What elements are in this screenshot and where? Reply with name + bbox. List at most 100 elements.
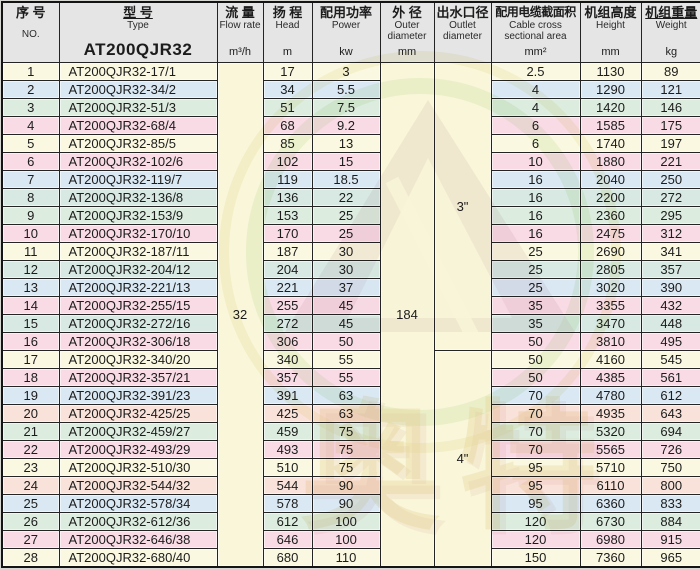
cell-height: 4160: [579, 350, 642, 369]
table-row: 21 AT200QJR32-459/27 459 75 70 5320 694: [1, 422, 700, 441]
col-header-type: 型 号 Type AT200QJR32: [58, 1, 218, 63]
cell-height: 1130: [579, 62, 642, 81]
cell-model: AT200QJR32-153/9: [58, 206, 218, 225]
cell-model: AT200QJR32-493/29: [58, 440, 218, 459]
cell-height: 3810: [579, 332, 642, 351]
cell-cable-area: 25: [490, 278, 581, 297]
cell-cable-area: 16: [490, 188, 581, 207]
cell-weight: 390: [640, 278, 700, 297]
col-header-outer-diameter: 外 径 Outer diameter mm: [379, 1, 435, 63]
cell-power: 100: [311, 512, 381, 531]
cell-no: 3: [1, 98, 60, 117]
cell-power: 30: [311, 260, 381, 279]
cell-power: 37: [311, 278, 381, 297]
cell-head: 680: [262, 548, 313, 568]
header-outer-en2: diameter: [387, 31, 427, 42]
table-row: 9 AT200QJR32-153/9 153 25 16 2360 295: [1, 206, 700, 225]
cell-height: 6360: [579, 494, 642, 513]
table-row: 12 AT200QJR32-204/12 204 30 25 2805 357: [1, 260, 700, 279]
cell-height: 2690: [579, 242, 642, 261]
table-row: 23 AT200QJR32-510/30 510 75 95 5710 750: [1, 458, 700, 477]
cell-height: 4780: [579, 386, 642, 405]
cell-power: 90: [311, 476, 381, 495]
table-row: 22 AT200QJR32-493/29 493 75 70 5565 726: [1, 440, 700, 459]
col-header-cable-area: 配用电缆截面积 Cable cross sectional area mm²: [490, 1, 581, 63]
cell-no: 23: [1, 458, 60, 477]
cell-model: AT200QJR32-612/36: [58, 512, 218, 531]
cell-height: 3020: [579, 278, 642, 297]
cell-height: 2475: [579, 224, 642, 243]
table-row: 17 AT200QJR32-340/20 340 55 4" 50 4160 545: [1, 350, 700, 568]
cell-weight: 121: [640, 80, 700, 99]
cell-outer-diameter: 184: [379, 62, 435, 568]
col-header-outlet-diameter: 出水口径 Outlet diameter: [433, 1, 492, 63]
cell-cable-area: 120: [490, 530, 581, 549]
cell-model: AT200QJR32-357/21: [58, 368, 218, 387]
cell-model: AT200QJR32-221/13: [58, 278, 218, 297]
header-cable-en2: sectional area: [504, 31, 567, 42]
table-row: 3 AT200QJR32-51/3 51 7.5 4 1420 146: [1, 98, 700, 117]
cell-no: 11: [1, 242, 60, 261]
cell-model: AT200QJR32-68/4: [58, 116, 218, 135]
cell-power: 3: [311, 62, 381, 81]
cell-weight: 694: [640, 422, 700, 441]
cell-model: AT200QJR32-306/18: [58, 332, 218, 351]
cell-power: 45: [311, 296, 381, 315]
cell-no: 16: [1, 332, 60, 351]
cell-no: 21: [1, 422, 60, 441]
header-flow-zh: 流 量: [225, 5, 255, 20]
cell-weight: 495: [640, 332, 700, 351]
cell-head: 136: [262, 188, 313, 207]
cell-height: 1420: [579, 98, 642, 117]
cell-power: 7.5: [311, 98, 381, 117]
cell-cable-area: 50: [490, 350, 581, 369]
cell-height: 5710: [579, 458, 642, 477]
cell-no: 22: [1, 440, 60, 459]
cell-model: AT200QJR32-425/25: [58, 404, 218, 423]
col-header-power: 配用功率 Power kw: [311, 1, 381, 63]
cell-no: 8: [1, 188, 60, 207]
cell-weight: 146: [640, 98, 700, 117]
cell-power: 55: [311, 368, 381, 387]
cell-power: 13: [311, 134, 381, 153]
header-weight-en: Weight: [655, 20, 687, 31]
cell-head: 510: [262, 458, 313, 477]
header-head-zh: 扬 程: [272, 5, 303, 20]
cell-height: 2360: [579, 206, 642, 225]
cell-height: 5565: [579, 440, 642, 459]
cell-model: AT200QJR32-187/11: [58, 242, 218, 261]
header-weight-unit: kg: [665, 46, 678, 58]
cell-model: AT200QJR32-119/7: [58, 170, 218, 189]
cell-model: AT200QJR32-136/8: [58, 188, 218, 207]
header-flow-en: Flow rate: [219, 20, 261, 31]
cell-head: 544: [262, 476, 313, 495]
cell-power: 15: [311, 152, 381, 171]
cell-power: 30: [311, 242, 381, 261]
cell-height: 3470: [579, 314, 642, 333]
cell-no: 1: [1, 62, 60, 81]
cell-weight: 272: [640, 188, 700, 207]
table-row: 13 AT200QJR32-221/13 221 37 25 3020 390: [1, 278, 700, 297]
cell-model: AT200QJR32-34/2: [58, 80, 218, 99]
cell-no: 5: [1, 134, 60, 153]
cell-head: 578: [262, 494, 313, 513]
header-cable-unit: mm²: [524, 46, 547, 58]
table-row: 27 AT200QJR32-646/38 646 100 120 6980 915: [1, 530, 700, 549]
col-header-flow: 流 量 Flow rate m³/h: [216, 1, 264, 63]
cell-model: AT200QJR32-578/34: [58, 494, 218, 513]
cell-height: 2200: [579, 188, 642, 207]
cell-head: 459: [262, 422, 313, 441]
header-height-zh: 机组高度: [584, 5, 637, 20]
table-row: 15 AT200QJR32-272/16 272 45 35 3470 448: [1, 314, 700, 333]
cell-head: 17: [262, 62, 313, 81]
cell-head: 187: [262, 242, 313, 261]
cell-cable-area: 6: [490, 134, 581, 153]
cell-weight: 221: [640, 152, 700, 171]
table-row: 2 AT200QJR32-34/2 34 5.5 4 1290 121: [1, 80, 700, 99]
table-row: 4 AT200QJR32-68/4 68 9.2 6 1585 175: [1, 116, 700, 135]
cell-power: 25: [311, 206, 381, 225]
cell-power: 100: [311, 530, 381, 549]
cell-no: 7: [1, 170, 60, 189]
cell-cable-area: 25: [490, 260, 581, 279]
cell-outlet-4inch: 4": [433, 350, 492, 568]
